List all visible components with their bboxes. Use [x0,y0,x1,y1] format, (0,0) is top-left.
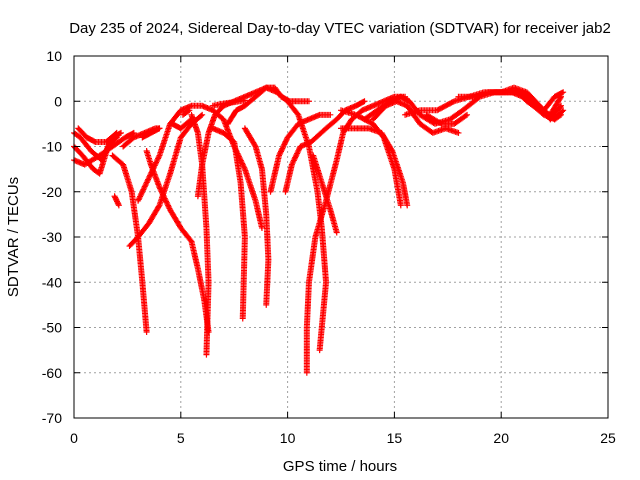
y-tick-label: -20 [42,184,62,200]
data-point-cluster [220,84,312,109]
y-tick-label: -50 [42,320,62,336]
data-point-cluster [370,98,462,136]
series-arc-17 [209,125,248,322]
series-arc-24 [310,152,340,236]
data-point-cluster [143,148,212,336]
data-point-cluster [139,125,163,141]
series-arc-8 [126,111,206,250]
data-point-cluster [169,116,195,132]
series-arc-16 [188,111,212,358]
y-tick-label: -30 [42,229,62,245]
y-tick-label: 10 [46,48,62,64]
y-tick-label: -10 [42,139,62,155]
series-arc-21 [267,111,334,195]
axis-ticks [73,55,609,419]
x-tick-label: 0 [70,430,78,446]
series-arc-26 [338,125,411,209]
series-arc-12 [169,116,195,132]
data-point-cluster [241,125,272,308]
data-point-cluster [515,89,567,114]
x-tick-label: 15 [387,430,403,446]
y-tick-labels: 10 0 -10 -20 -30 -40 -50 -60 -70 [42,48,62,426]
series-arc-6 [111,193,122,209]
data-point-cluster [209,125,248,322]
series-arc-20 [241,125,272,308]
x-tick-labels: 0 5 10 15 20 25 [70,430,616,446]
series-arc-10 [143,148,212,336]
x-tick-label: 10 [280,430,296,446]
series-arc-11 [139,125,163,141]
series-arc-30 [423,111,471,127]
data-point-cluster [75,125,120,145]
y-tick-label: -40 [42,274,62,290]
y-tick-label: 0 [54,93,62,109]
series-arc-5 [109,152,150,336]
data-point-cluster [109,152,150,336]
grid [74,56,608,418]
x-axis-label: GPS time / hours [283,458,397,475]
data-marks [71,84,567,376]
series-arc-19 [220,84,312,109]
y-tick-label: -60 [42,365,62,381]
data-point-cluster [338,125,411,209]
x-tick-label: 5 [177,430,185,446]
data-point-cluster [111,193,122,209]
chart-title: Day 235 of 2024, Sidereal Day-to-day VTE… [69,20,611,37]
data-point-cluster [126,111,206,250]
y-tick-label: -70 [42,410,62,426]
data-point-cluster [310,152,340,236]
series-arc-33 [515,89,567,114]
data-point-cluster [188,111,212,358]
x-tick-label: 20 [493,430,509,446]
data-point-cluster [267,111,334,195]
data-point-cluster [423,111,471,127]
series-arc-28 [370,98,462,136]
series-arc-4 [75,125,120,145]
y-axis-label: SDTVAR / TECUs [5,177,22,297]
series-arc-13 [179,107,193,118]
x-tick-label: 25 [600,430,616,446]
data-point-cluster [179,107,193,118]
